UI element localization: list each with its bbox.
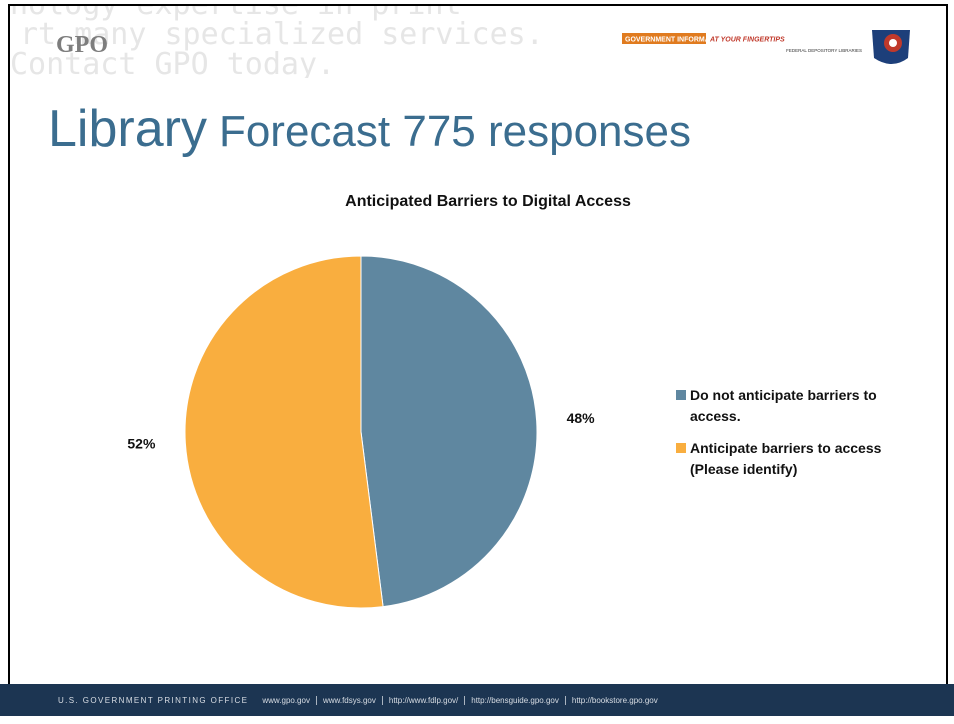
data-label: 48% [567,410,596,426]
slide-frame [8,4,948,686]
pie-slice [360,255,538,608]
footer-link: www.fdsys.gov [315,695,382,705]
badge-accent: AT YOUR FINGERTIPS [709,37,785,44]
watermark: rt many specialized services. [20,17,544,52]
footer-org: U.S. GOVERNMENT PRINTING OFFICE [58,695,249,705]
legend-swatch [676,390,686,400]
badge-main: GOVERNMENT INFORMATION [625,37,726,44]
chart-title: Anticipated Barriers to Digital Access [345,193,631,210]
legend-label: Anticipate barriers to access (Please id… [690,440,882,477]
legend-label: Do not anticipate barriers to access. [690,387,877,424]
title-rest: Forecast 775 responses [219,107,691,156]
footer-link: http://www.fdlp.gov/ [381,695,464,705]
watermark: Contact GPO today. [10,47,335,82]
data-label: 52% [127,436,156,452]
footer-link: www.gpo.gov [262,695,310,705]
slide-canvas: nology expertise in print rt many specia… [10,0,910,609]
pie: 48% 52% [127,255,596,609]
pie-slice [184,255,384,609]
badge-sub: FEDERAL DEPOSITORY LIBRARIES [786,48,862,53]
logo: GPO [56,32,108,58]
watermark: nology expertise in print [10,0,462,22]
eagle-icon [872,30,910,64]
slide-title: Library Forecast 775 responses [48,100,691,158]
legend-entry: Do not anticipate barriers to access. [676,385,920,427]
badge-bg [622,33,706,44]
legend-entry: Anticipate barriers to access (Please id… [676,438,920,480]
footer-link: http://bookstore.gpo.gov [564,695,664,705]
legend-swatch [676,443,686,453]
title-lead: Library [48,100,207,158]
footer-link: http://bensguide.gpo.gov [464,695,565,705]
footer: U.S. GOVERNMENT PRINTING OFFICE www.gpo.… [0,684,954,716]
